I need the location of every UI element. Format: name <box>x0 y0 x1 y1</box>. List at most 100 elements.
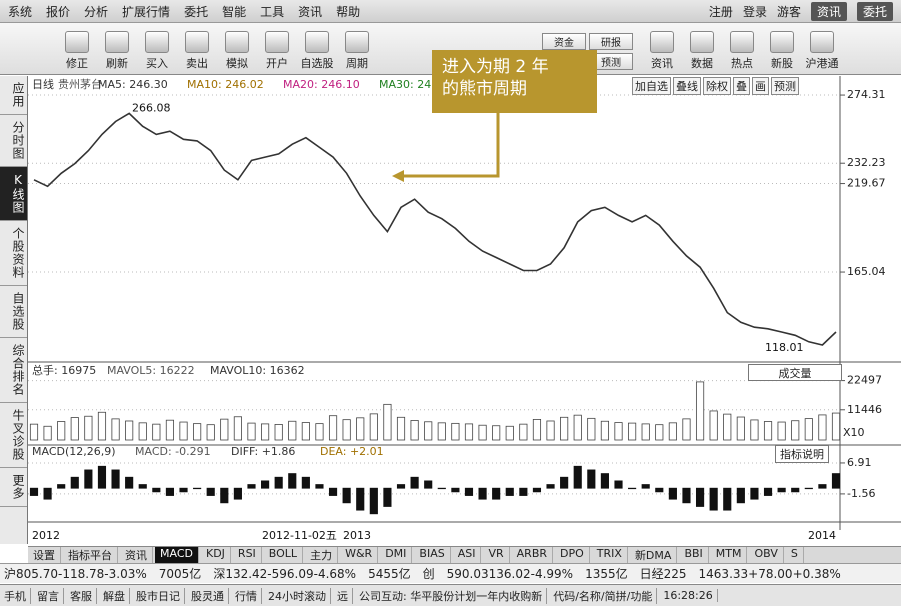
indicator-tab[interactable]: 设置 <box>28 547 61 563</box>
menu-item[interactable]: 智能 <box>222 4 247 19</box>
indicator-tab[interactable]: KDJ <box>201 547 231 563</box>
indicator-tab[interactable]: S <box>786 547 804 563</box>
bar <box>138 484 147 489</box>
bar <box>70 476 79 489</box>
tool-group-button[interactable]: 研报 <box>589 33 633 50</box>
bar <box>29 487 39 496</box>
menu-item[interactable]: 工具 <box>260 4 285 19</box>
indicator-tab[interactable]: DPO <box>555 547 590 563</box>
chart-button[interactable]: 叠 <box>733 77 750 95</box>
tool-button[interactable]: 修正 <box>60 31 94 74</box>
bottom-item[interactable]: 留言 <box>37 587 64 604</box>
bottom-item[interactable]: 24小时滚动 <box>268 587 331 604</box>
chart-button[interactable]: 预测 <box>771 77 799 95</box>
bar <box>546 420 555 441</box>
chart-button[interactable]: 除权 <box>703 77 731 95</box>
indicator-tab[interactable]: W&R <box>340 547 379 563</box>
indicator-tab[interactable]: ASI <box>453 547 482 563</box>
y-tick-label: 22497 <box>847 374 882 387</box>
tool-button[interactable]: 数据 <box>685 31 719 74</box>
tool-button[interactable]: 刷新 <box>100 31 134 74</box>
indicator-tab[interactable]: ARBR <box>512 547 554 563</box>
sidebar-tab[interactable]: 自选股 <box>0 286 27 338</box>
indicator-tab[interactable]: BOLL <box>264 547 304 563</box>
menu-item[interactable]: 委托 <box>184 4 209 19</box>
bottom-item[interactable]: 手机 <box>4 587 31 604</box>
bar <box>464 423 474 441</box>
bar <box>43 425 52 441</box>
indicator-tab[interactable]: DMI <box>380 547 413 563</box>
tool-button[interactable]: 新股 <box>765 31 799 74</box>
indicator-tab[interactable]: 新DMA <box>630 547 678 563</box>
chart-button[interactable]: 叠线 <box>673 77 701 95</box>
status-item: 日经225 <box>639 567 687 581</box>
bar <box>274 476 283 489</box>
tool-icon <box>65 31 89 53</box>
chart-button[interactable]: 画 <box>752 77 769 95</box>
legend-text: 贵州茅台 <box>58 77 102 91</box>
chart-button[interactable]: 加自选 <box>632 77 671 95</box>
bar <box>600 420 609 441</box>
menu-item[interactable]: 帮助 <box>336 4 361 19</box>
tool-button[interactable]: 资讯 <box>645 31 679 74</box>
bar <box>165 419 175 441</box>
sidebar-tab[interactable]: K线图 <box>0 167 27 221</box>
status-bar: 沪805.70-118.78-3.03% 7005亿 深132.42-596.09-… <box>0 563 901 583</box>
status-item: 沪805.70-118.78-3.03% <box>4 567 147 581</box>
menu-left: 系统 报价 分析 扩展行情 委托 智能 工具 资讯 帮助 <box>0 3 360 20</box>
bar <box>763 421 773 441</box>
bottom-item[interactable]: 股市日记 <box>136 587 185 604</box>
indicator-tab[interactable]: OBV <box>749 547 784 563</box>
tool-button[interactable]: 开户 <box>260 31 294 74</box>
tool-button[interactable]: 周期 <box>340 31 374 74</box>
bottom-item[interactable]: 解盘 <box>103 587 130 604</box>
menu-item[interactable]: 系统 <box>8 4 33 19</box>
bar <box>328 415 338 441</box>
status-item: 1355亿 <box>585 567 628 581</box>
annotation-line: 的熊市周期 <box>442 79 527 99</box>
menu-item[interactable]: 扩展行情 <box>122 4 171 19</box>
indicator-tab[interactable]: 主力 <box>305 547 339 563</box>
tool-button[interactable]: 模拟 <box>220 31 254 74</box>
bar <box>233 416 242 441</box>
indicator-button[interactable]: 指标说明 <box>775 445 829 463</box>
tool-button[interactable]: 自选股 <box>300 31 334 74</box>
menu-button[interactable]: 资讯 <box>810 1 847 21</box>
sidebar-tab[interactable]: 更多 <box>0 468 27 507</box>
sidebar-tab[interactable]: 个股资料 <box>0 221 27 286</box>
indicator-tab[interactable]: 指标平台 <box>63 547 118 563</box>
menu-button[interactable]: 委托 <box>856 1 893 21</box>
y-tick-label: 165.04 <box>847 265 886 278</box>
tool-button[interactable]: 热点 <box>725 31 759 74</box>
bottom-item[interactable]: 客服 <box>70 587 97 604</box>
volume-selector[interactable]: 成交量 <box>748 364 842 381</box>
menu-item[interactable]: 报价 <box>46 4 71 19</box>
sidebar-tab[interactable]: 应用 <box>0 76 27 115</box>
tool-button[interactable]: 买入 <box>140 31 174 74</box>
tool-button[interactable]: 卖出 <box>180 31 214 74</box>
indicator-tab[interactable]: MTM <box>711 547 748 563</box>
bar <box>125 420 134 441</box>
tool-button[interactable]: 沪港通 <box>805 31 839 74</box>
menu-item[interactable]: 分析 <box>84 4 109 19</box>
indicator-tab[interactable]: BIAS <box>414 547 451 563</box>
indicator-tab[interactable]: MACD <box>155 547 199 563</box>
bar <box>695 381 705 441</box>
bottom-item[interactable]: 行情 <box>235 587 262 604</box>
bottom-item[interactable]: 股灵通 <box>191 587 229 604</box>
indicator-tab[interactable]: RSI <box>233 547 262 563</box>
menu-item[interactable]: 登录 <box>742 4 767 19</box>
tool-group-button[interactable]: 资金 <box>542 33 586 50</box>
sidebar-tab[interactable]: 分时图 <box>0 115 27 167</box>
indicator-tab[interactable]: BBI <box>679 547 709 563</box>
menu-item[interactable]: 注册 <box>708 4 733 19</box>
menu-item[interactable]: 游客 <box>776 4 801 19</box>
indicator-tab[interactable]: VR <box>483 547 510 563</box>
sidebar-tab[interactable]: 综合排名 <box>0 338 27 403</box>
bar <box>396 416 406 441</box>
menu-item[interactable]: 资讯 <box>298 4 323 19</box>
indicator-tab[interactable]: 资讯 <box>120 547 153 563</box>
indicator-tab[interactable]: TRIX <box>592 547 628 563</box>
sidebar-tab[interactable]: 牛叉诊股 <box>0 403 27 468</box>
